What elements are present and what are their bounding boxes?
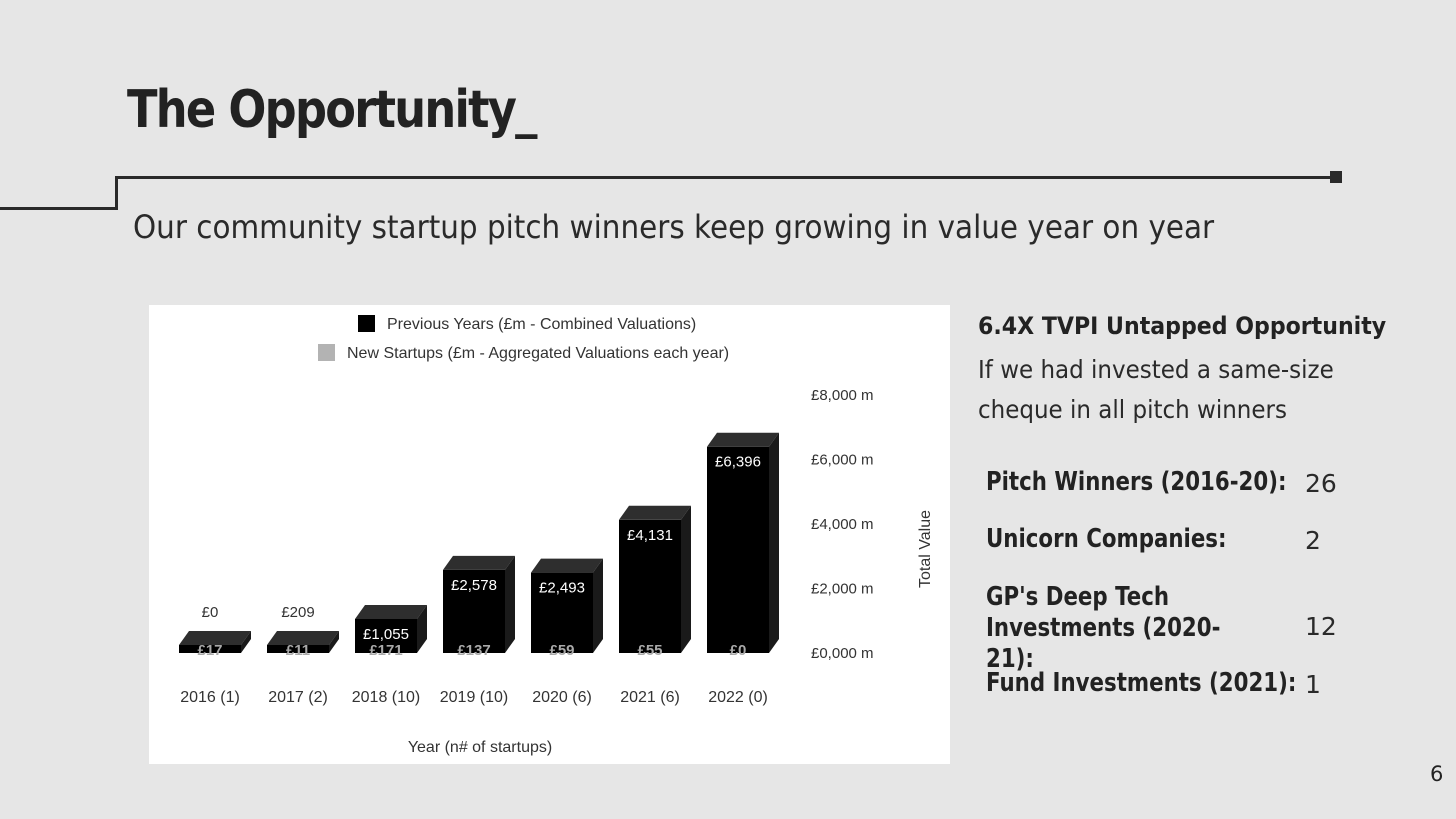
data-label-new-startups: £11 [286, 642, 310, 659]
bar-front [443, 569, 505, 653]
divider-line-step [115, 176, 118, 210]
stat-label-pitch-winners: Pitch Winners (2016-20): [986, 467, 1287, 497]
bar-front [355, 618, 417, 653]
bar-front [707, 446, 769, 653]
y-tick-label: £6,000 m [811, 452, 874, 469]
bar: £1,055£171 [355, 604, 427, 659]
bars-group: £0 £17 £209 £11 £1,055£171 £2,578 £137 £2,493 £5… [179, 432, 779, 659]
chart-legend: Previous Years (£m - Combined Valuations… [318, 315, 729, 362]
bar-top [531, 558, 603, 573]
y-tick-label: £0,000 m [811, 645, 874, 662]
legend-swatch-new-startups [318, 344, 335, 361]
chart-canvas: Previous Years (£m - Combined Valuations… [179, 315, 934, 756]
stat-value-pitch-winners: 26 [1305, 469, 1337, 498]
bar-front [267, 645, 329, 653]
x-tick-label: 2020 (6) [532, 689, 592, 706]
y-tick-label: £8,000 m [811, 387, 874, 404]
bar-side [329, 631, 339, 653]
slide-title: The Opportunity_ [127, 80, 538, 140]
bar-top [355, 604, 427, 619]
bar-top [707, 432, 779, 447]
x-tick-label: 2017 (2) [268, 689, 328, 706]
bar-side [417, 604, 427, 653]
bar-side [681, 505, 691, 653]
x-axis: 2016 (1) 2017 (2) 2018 (10) 2019 (10) 2020 (… [180, 689, 768, 706]
data-label-previous-years: £0 [202, 604, 219, 621]
bar-side [505, 555, 515, 653]
valuation-chart: Previous Years (£m - Combined Valuations… [149, 305, 950, 764]
divider-end-marker [1330, 171, 1342, 183]
x-tick-label: 2016 (1) [180, 689, 240, 706]
slide-subtitle: Our community startup pitch winners keep… [133, 208, 1215, 246]
bar-side [241, 631, 251, 653]
stat-label-unicorns: Unicorn Companies: [986, 524, 1227, 554]
stat-value-fund-investments: 1 [1305, 670, 1321, 699]
data-label-previous-years: £2,578 [451, 577, 497, 594]
data-label-new-startups: £17 [197, 642, 222, 659]
data-label-previous-years: £4,131 [627, 527, 673, 544]
bar-top [267, 631, 339, 645]
bar: £2,493 £59 [531, 558, 603, 659]
legend-label-new-startups: New Startups (£m - Aggregated Valuations… [347, 345, 729, 362]
stat-label-fund-investments: Fund Investments (2021): [986, 668, 1297, 698]
legend-label-previous-years: Previous Years (£m - Combined Valuations… [387, 316, 696, 333]
divider-line-main [116, 176, 1336, 179]
data-label-previous-years: £2,493 [539, 580, 585, 597]
x-tick-label: 2018 (10) [352, 689, 421, 706]
data-label-previous-years: £1,055 [363, 626, 409, 643]
data-label-new-startups: £59 [549, 642, 574, 659]
data-label-previous-years: £6,396 [715, 454, 761, 471]
x-axis-label: Year (n# of startups) [408, 739, 552, 756]
divider-line-left [0, 207, 118, 210]
y-tick-label: £4,000 m [811, 516, 874, 533]
data-label-new-startups: £171 [369, 642, 402, 659]
y-axis-label: Total Value [917, 510, 934, 588]
stat-value-deep-tech: 12 [1305, 612, 1337, 641]
bar-top [443, 555, 515, 570]
y-axis: £0,000 m £2,000 m £4,000 m £6,000 m £8,000 m [811, 387, 874, 662]
bar-top [619, 505, 691, 520]
tvpi-heading: 6.4X TVPI Untapped Opportunity [978, 312, 1387, 340]
bar-front [179, 645, 241, 653]
bar-front [531, 572, 593, 653]
x-tick-label: 2019 (10) [440, 689, 509, 706]
bar-front [619, 519, 681, 653]
stat-value-unicorns: 2 [1305, 526, 1321, 555]
bar: £209 £11 [267, 604, 339, 659]
stat-label-deep-tech: GP's Deep Tech Investments (2020-21): [986, 582, 1221, 674]
data-label-new-startups: £137 [457, 642, 490, 659]
legend-swatch-previous-years [358, 315, 375, 332]
bar: £2,578 £137 [443, 555, 515, 659]
data-label-previous-years: £209 [281, 604, 314, 621]
bar-top [179, 631, 251, 645]
x-tick-label: 2021 (6) [620, 689, 680, 706]
bar-side [593, 558, 603, 653]
bar-side [769, 432, 779, 653]
page-number: 6 [1430, 762, 1444, 786]
data-label-new-startups: £55 [637, 642, 662, 659]
x-tick-label: 2022 (0) [708, 689, 768, 706]
bar: £6,396 £0 [707, 432, 779, 659]
tvpi-description: If we had invested a same-size cheque in… [978, 355, 1334, 424]
data-label-new-startups: £0 [730, 642, 747, 659]
bar: £4,131 £55 [619, 505, 691, 659]
bar: £0 £17 [179, 604, 251, 659]
y-tick-label: £2,000 m [811, 581, 874, 598]
